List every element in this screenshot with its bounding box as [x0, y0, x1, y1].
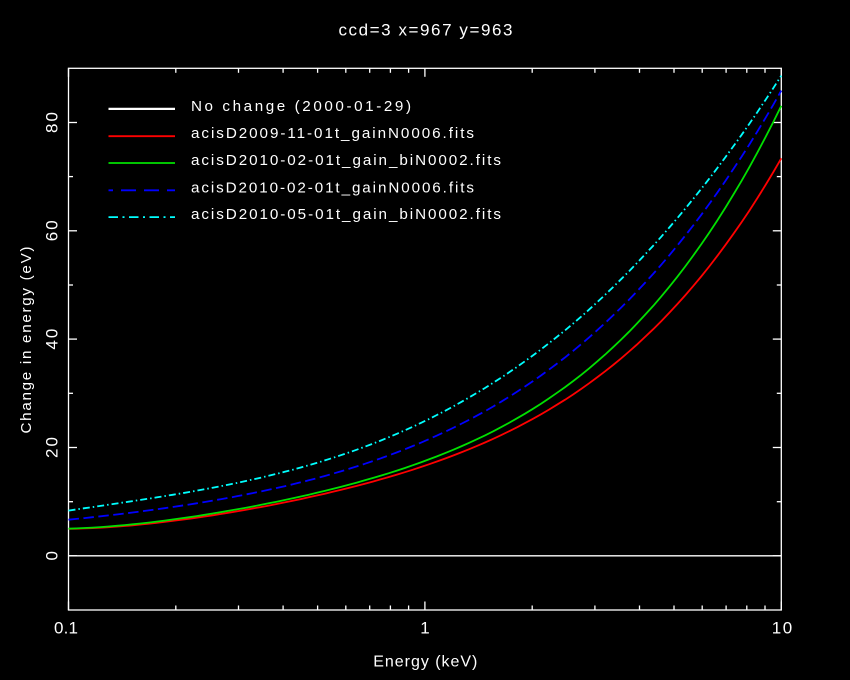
svg-text:acisD2010-02-01t_gainN0006.fit: acisD2010-02-01t_gainN0006.fits: [191, 179, 474, 196]
svg-text:Change in energy (eV): Change in energy (eV): [18, 247, 35, 434]
svg-text:Energy (keV): Energy (keV): [373, 654, 477, 671]
svg-text:0: 0: [43, 551, 62, 560]
svg-text:acisD2009-11-01t_gainN0006.fit: acisD2009-11-01t_gainN0006.fits: [191, 125, 474, 142]
svg-text:1: 1: [420, 619, 429, 638]
svg-text:ccd=3 x=967 y=963: ccd=3 x=967 y=963: [339, 21, 513, 40]
svg-text:10: 10: [772, 619, 793, 638]
svg-text:0.1: 0.1: [54, 619, 78, 638]
